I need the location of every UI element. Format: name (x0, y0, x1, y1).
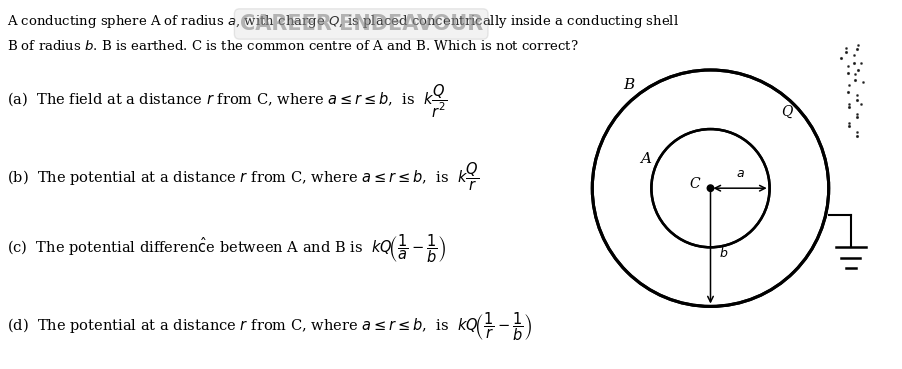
Text: B: B (623, 78, 634, 92)
Text: (c)  The potential differen$\hat{\mathrm{c}}$e between A and B is  $kQ\!\left(\d: (c) The potential differen$\hat{\mathrm{… (7, 232, 446, 265)
Text: $a$: $a$ (735, 167, 743, 180)
Circle shape (594, 72, 826, 305)
Text: (a)  The field at a distance $r$ from C, where $a\leq r\leq b$,  is  $k\dfrac{Q}: (a) The field at a distance $r$ from C, … (7, 83, 447, 120)
Text: (d)  The potential at a distance $r$ from C, where $a\leq r\leq b$,  is  $kQ\!\l: (d) The potential at a distance $r$ from… (7, 310, 532, 342)
Text: A conducting sphere A of radius $a$, with charge $Q$, is placed concentrically i: A conducting sphere A of radius $a$, wit… (7, 13, 678, 30)
Text: (b)  The potential at a distance $r$ from C, where $a\leq r\leq b$,  is  $k\dfra: (b) The potential at a distance $r$ from… (7, 161, 479, 193)
Text: CAREER ENDEAVOUR: CAREER ENDEAVOUR (239, 14, 483, 34)
Text: Q: Q (781, 104, 792, 118)
Text: C: C (689, 177, 699, 191)
Circle shape (706, 185, 713, 192)
Text: $b$: $b$ (718, 246, 727, 260)
Text: A: A (640, 152, 650, 166)
Text: B of radius $b$. B is earthed. C is the common centre of A and B. Which is not c: B of radius $b$. B is earthed. C is the … (7, 39, 578, 53)
